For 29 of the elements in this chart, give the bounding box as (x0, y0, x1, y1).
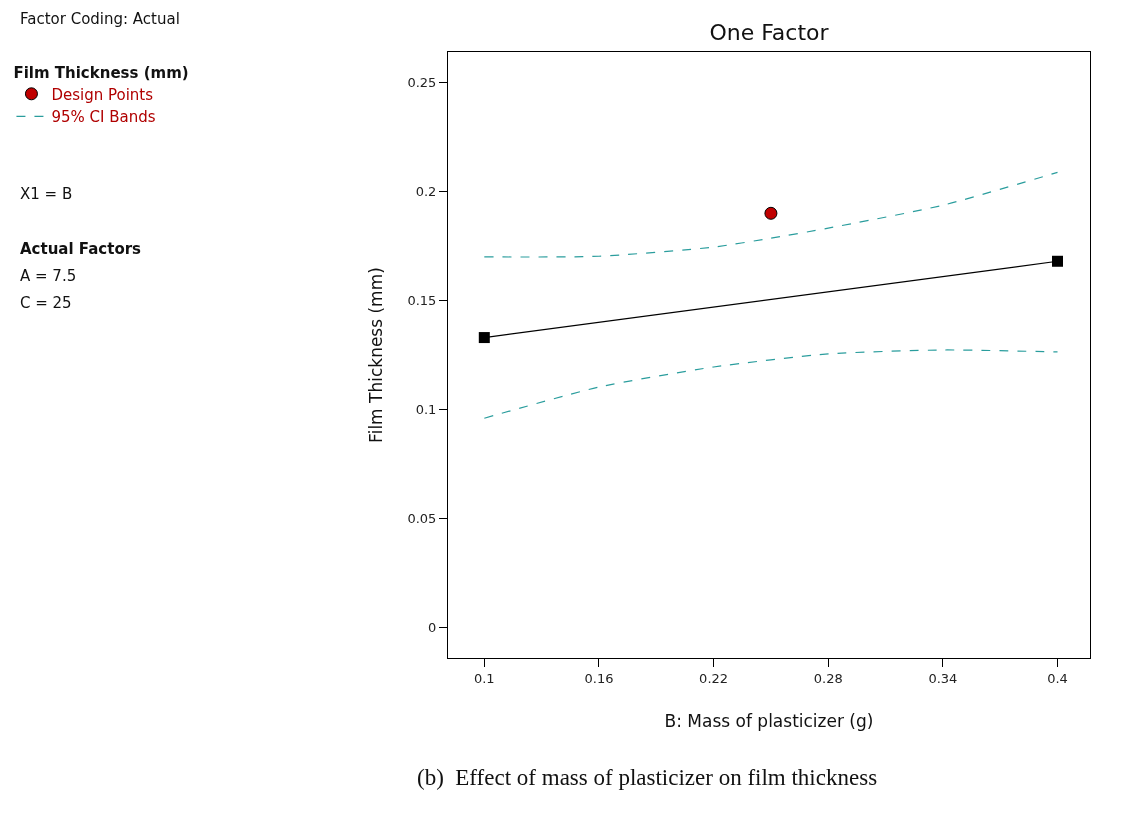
x-tick-label: 0.28 (813, 670, 843, 686)
x-tick-label: 0.4 (1047, 670, 1068, 686)
x-tick-label: 0.22 (699, 670, 729, 686)
y-tick-label: 0.05 (407, 511, 437, 527)
text: (b) Effect of mass of plasticizer on film thickness (417, 765, 878, 790)
line-series (483, 171, 1059, 258)
text: Factor Coding: Actual (20, 10, 180, 28)
y-tick-label: 0 (428, 620, 437, 636)
line-series (483, 349, 1059, 419)
x-tick-label: 0.34 (928, 670, 958, 686)
y-tick-label: 0.25 (407, 75, 437, 91)
point (764, 206, 778, 220)
x-tick-label: 0.16 (584, 670, 614, 686)
x-axis-title: B: Mass of plasticizer (g) (664, 711, 874, 731)
text: C = 25 (20, 294, 72, 312)
point (1052, 255, 1064, 267)
chart-title: One Factor (709, 20, 830, 46)
legend-title: Film Thickness (mm) (13, 63, 189, 82)
text: X1 = B (20, 185, 73, 203)
legend-label: 95% CI Bands (51, 108, 156, 127)
y-tick-label: 0.1 (415, 402, 437, 418)
point (478, 332, 490, 344)
text: A = 7.5 (20, 267, 77, 285)
x-tick-label: 0.1 (473, 670, 495, 686)
y-axis-title: Film Thickness (mm) (366, 267, 386, 443)
text: Actual Factors (20, 240, 142, 258)
legend-label: Design Points (51, 85, 154, 104)
y-tick-label: 0.2 (415, 184, 437, 200)
y-tick-label: 0.15 (407, 293, 437, 309)
